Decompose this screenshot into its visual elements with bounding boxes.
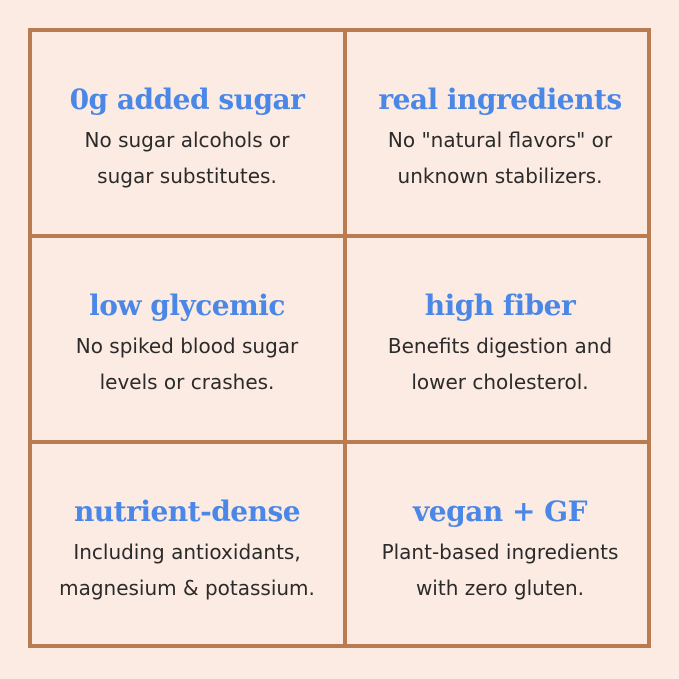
description-line: Benefits digestion and [387,334,613,358]
description-line: with zero gluten. [415,576,585,600]
feature-cell: nutrient-dense Including antioxidants, mag… [32,492,342,606]
description-line: lower cholesterol. [411,370,589,394]
feature-description: No "natural flavors" or unknown stabilize… [345,122,655,194]
feature-cell: low glycemic No spiked blood sugar levels … [32,286,342,400]
feature-title: 0g added sugar [69,83,305,116]
feature-title: low glycemic [89,289,285,322]
description-line: No "natural flavors" or [387,128,613,152]
feature-description: No sugar alcohols or sugar substitutes. [32,122,342,194]
description-line: No sugar alcohols or [84,128,290,152]
feature-cell: vegan + GF Plant-based ingredients with ze… [345,492,655,606]
description-line: Plant-based ingredients [381,540,619,564]
feature-title: nutrient-dense [73,495,301,528]
feature-title: real ingredients [378,83,622,116]
feature-description: Including antioxidants, magnesium & potas… [32,534,342,606]
feature-title: vegan + GF [413,495,587,528]
description-line: No spiked blood sugar [75,334,299,358]
feature-cell: real ingredients No "natural flavors" or u… [345,80,655,194]
feature-title: high fiber [424,289,576,322]
feature-grid: 0g added sugar No sugar alcohols or sugar … [28,28,651,648]
feature-cell: high fiber Benefits digestion and lower ch… [345,286,655,400]
description-line: levels or crashes. [99,370,275,394]
feature-cell: 0g added sugar No sugar alcohols or sugar … [32,80,342,194]
feature-description: Plant-based ingredients with zero gluten. [345,534,655,606]
feature-description: No spiked blood sugar levels or crashes. [32,328,342,400]
divider [32,234,647,238]
divider [32,440,647,444]
description-line: Including antioxidants, [73,540,301,564]
description-line: magnesium & potassium. [59,576,315,600]
description-line: sugar substitutes. [97,164,277,188]
divider [343,32,347,644]
feature-description: Benefits digestion and lower cholesterol. [345,328,655,400]
description-line: unknown stabilizers. [397,164,603,188]
